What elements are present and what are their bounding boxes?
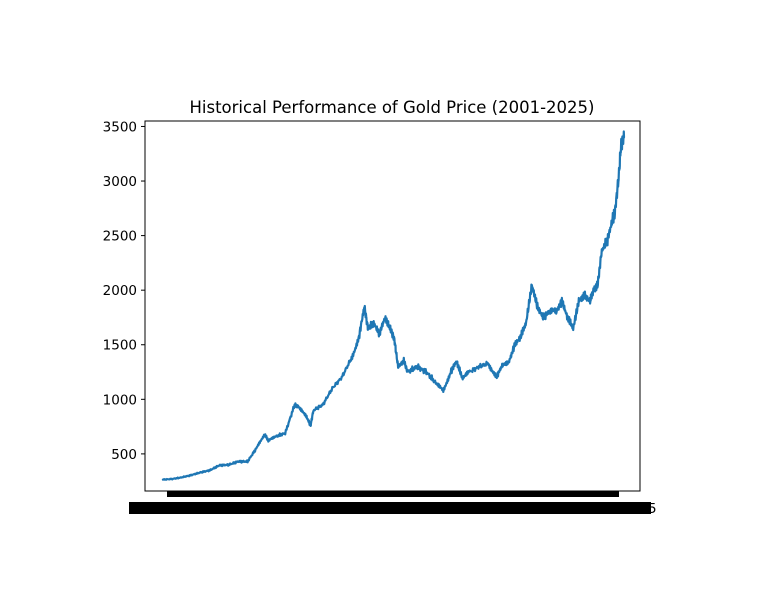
y-tick-label: 2000 (103, 283, 137, 299)
x-axis: 5 (129, 491, 657, 517)
y-tick-label: 500 (111, 447, 137, 463)
x-tick-marks-band (167, 491, 619, 497)
y-axis: 500 1000 1500 2000 2500 3000 3500 (103, 119, 145, 463)
x-tick-label-last-fragment: 5 (648, 501, 657, 517)
y-tick-label: 3000 (103, 174, 137, 190)
y-tick-label: 3500 (103, 119, 137, 135)
y-tick-label: 2500 (103, 229, 137, 245)
chart-title: Historical Performance of Gold Price (20… (190, 98, 595, 117)
y-tick-label: 1000 (103, 392, 137, 408)
plot-area-frame (144, 120, 641, 492)
y-tick-label: 1500 (103, 338, 137, 354)
x-tick-labels-band (129, 502, 651, 514)
gold-price-line (161, 130, 626, 481)
